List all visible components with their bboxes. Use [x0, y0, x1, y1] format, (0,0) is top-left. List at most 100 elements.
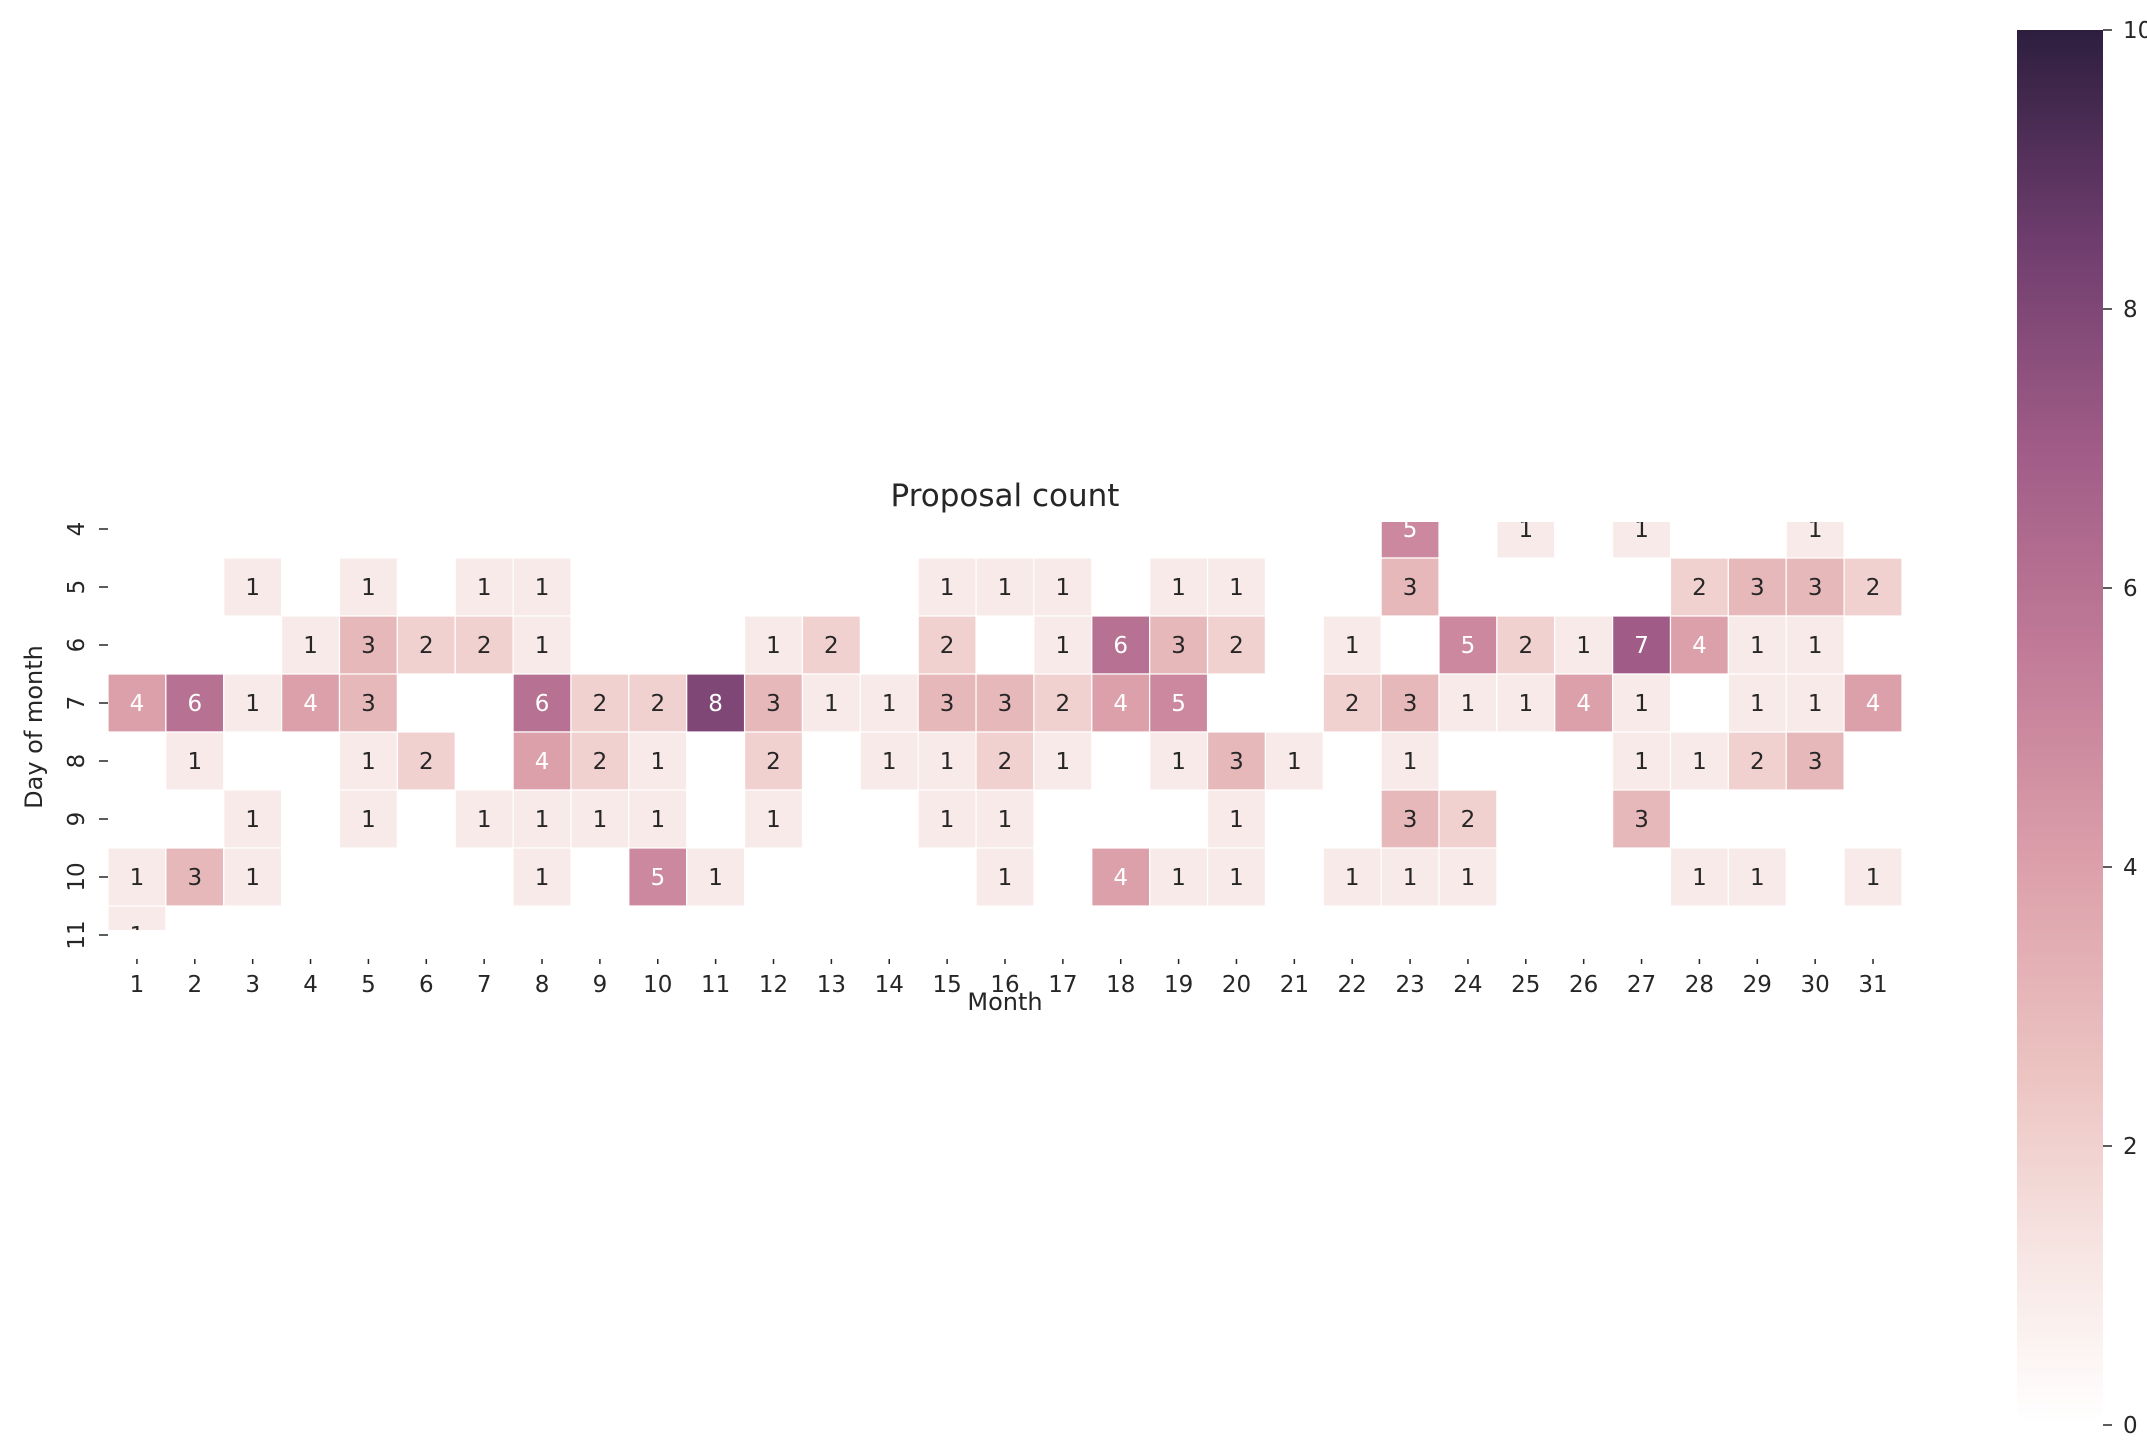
cell-value-label: 2 [824, 633, 839, 659]
y-axis-ticks: 4 5 6 7 8 9 10 11 [64, 522, 108, 950]
x-tick-label: 16 [990, 972, 1019, 998]
cell-value-label: 1 [1229, 575, 1244, 601]
x-tick-label: 23 [1395, 972, 1424, 998]
cell-value-label: 1 [1345, 633, 1360, 659]
y-axis-label: Day of month [20, 645, 48, 809]
x-tick-label: 24 [1453, 972, 1482, 998]
heatmap-cell [1669, 847, 1729, 907]
heatmap-cell [975, 847, 1035, 907]
heatmap-cell [1612, 673, 1672, 733]
cell-value-label: 1 [1171, 575, 1186, 601]
heatmap-cell [628, 673, 688, 733]
heatmap-cell [512, 789, 572, 849]
heatmap-cell [1438, 615, 1498, 675]
heatmap-cell [1033, 673, 1093, 733]
heatmap-cell [1206, 789, 1267, 849]
cell-value-label: 1 [535, 575, 550, 601]
cell-value-label: 2 [1461, 807, 1476, 833]
cell-value-label: 1 [1634, 691, 1649, 717]
heatmap-cell [917, 731, 977, 791]
cell-value-label: 1 [130, 865, 145, 891]
x-tick-label: 20 [1222, 972, 1251, 998]
heatmap-cell [108, 673, 167, 733]
x-tick-label: 31 [1858, 972, 1887, 998]
cell-value-label: 3 [1808, 575, 1823, 601]
heatmap-cell [975, 789, 1035, 849]
x-tick-label: 2 [187, 972, 202, 998]
cell-value-label: 1 [245, 865, 260, 891]
colorbar-tick-label: 2 [2123, 1134, 2138, 1160]
cell-value-label: 3 [766, 691, 781, 717]
cell-value-label: 1 [1634, 749, 1649, 775]
cell-value-label: 1 [1056, 575, 1071, 601]
cell-value-label: 1 [1171, 749, 1186, 775]
heatmap-cell [1206, 557, 1267, 617]
heatmap-cell [859, 731, 919, 791]
cell-value-label: 1 [535, 807, 550, 833]
cell-value-label: 1 [535, 865, 550, 891]
y-tick-label: 8 [64, 754, 90, 769]
heatmap-cell [1149, 847, 1209, 907]
cell-value-label: 1 [766, 633, 781, 659]
cell-value-label: 5 [1461, 633, 1476, 659]
cell-value-label: 1 [1345, 865, 1360, 891]
cell-value-label: 4 [535, 749, 550, 775]
heatmap-cell [801, 673, 861, 733]
cell-value-label: 5 [650, 865, 665, 891]
heatmap-cell [1785, 522, 1845, 559]
y-tick-label: 9 [64, 812, 90, 827]
cell-value-label: 1 [535, 633, 550, 659]
x-tick-label: 19 [1164, 972, 1193, 998]
y-tick-label: 11 [64, 920, 90, 949]
cell-value-label: 1 [940, 749, 955, 775]
heatmap-cell [281, 673, 341, 733]
x-tick-label: 11 [701, 972, 730, 998]
cell-value-label: 4 [1576, 691, 1591, 717]
cell-value-label: 1 [361, 807, 376, 833]
cell-value-label: 1 [998, 807, 1013, 833]
cell-value-label: 3 [1403, 575, 1418, 601]
y-tick-label: 7 [64, 696, 90, 711]
x-tick-label: 28 [1685, 972, 1714, 998]
heatmap-cell [1380, 731, 1440, 791]
x-tick-label: 13 [817, 972, 846, 998]
heatmap-cell [1727, 731, 1787, 791]
heatmap-cell [338, 731, 398, 791]
heatmap-cell [1496, 522, 1556, 559]
cell-value-label: 2 [419, 633, 434, 659]
cell-value-label: 1 [130, 923, 145, 949]
cell-value-label: 3 [1403, 807, 1418, 833]
cell-value-label: 1 [1461, 691, 1476, 717]
cell-value-label: 1 [1287, 749, 1302, 775]
cell-value-label: 2 [1056, 691, 1071, 717]
cell-value-label: 4 [1866, 691, 1881, 717]
cell-value-label: 4 [130, 691, 145, 717]
heatmap-cell [1669, 557, 1729, 617]
heatmap-cell [743, 673, 804, 733]
colorbar-tick-label: 8 [2123, 297, 2138, 323]
heatmap-cell [917, 789, 977, 849]
heatmap-cell [338, 789, 398, 849]
cell-value-label: 3 [1634, 807, 1649, 833]
cell-value-label: 3 [1808, 749, 1823, 775]
heatmap-cell [917, 557, 977, 617]
y-tick-label: 10 [64, 862, 90, 891]
heatmap-cell [512, 615, 572, 675]
heatmap-cell [917, 673, 977, 733]
heatmap-cell [1149, 615, 1209, 675]
cell-value-label: 2 [940, 633, 955, 659]
heatmap-cell [1380, 522, 1440, 559]
heatmap-cell [1727, 847, 1787, 907]
heatmap-cell [1091, 673, 1151, 733]
colorbar-ticks: 0 2 4 6 8 10 [2103, 18, 2147, 1439]
heatmap-cell [1496, 615, 1556, 675]
cell-value-label: 1 [1171, 865, 1186, 891]
heatmap-cell [1554, 673, 1614, 733]
heatmap-cell [1612, 522, 1672, 559]
heatmap-cell [975, 557, 1035, 617]
cell-value-label: 2 [477, 633, 492, 659]
cell-value-label: 3 [1229, 749, 1244, 775]
x-tick-label: 9 [593, 972, 608, 998]
heatmap-cell [512, 847, 572, 907]
heatmap-cell [686, 673, 746, 733]
